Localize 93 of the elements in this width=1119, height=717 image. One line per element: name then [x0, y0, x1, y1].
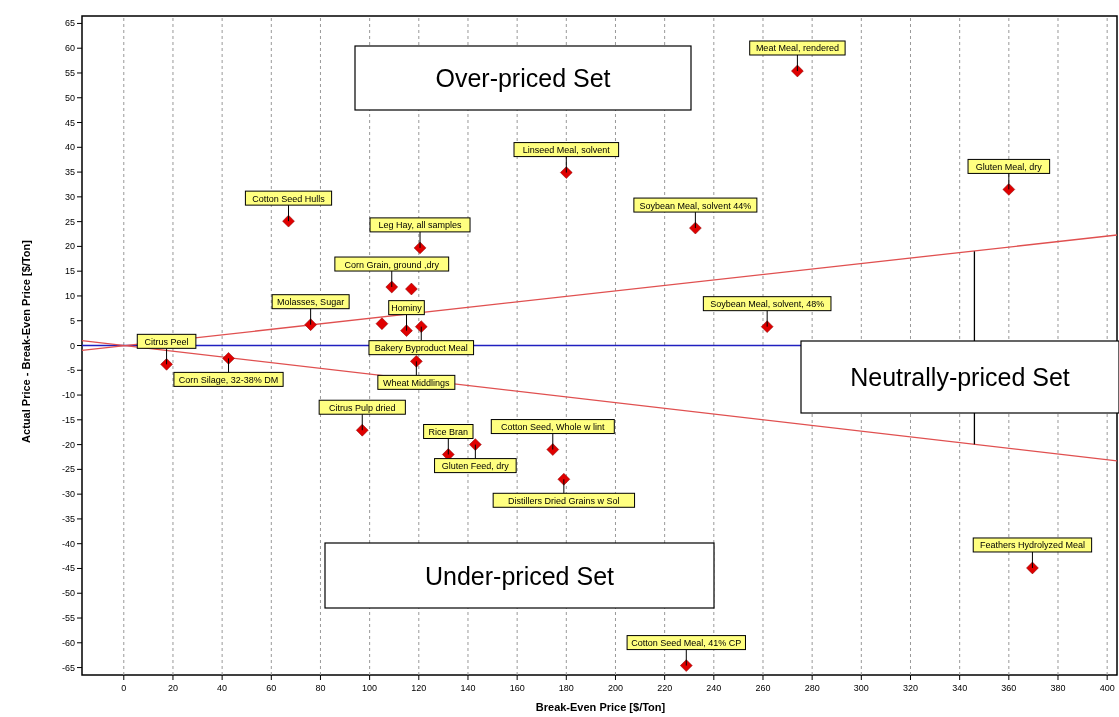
x-tick-label: 20: [167, 683, 178, 693]
y-tick-label: 30: [64, 191, 75, 202]
y-tick-label: -60: [61, 637, 75, 648]
y-tick-label: 50: [64, 92, 75, 103]
annotation: Cotton Seed Meal, 41% CP: [631, 638, 742, 649]
annotation: Gluten Meal, dry: [975, 161, 1043, 172]
annotation: Molasses, Sugar: [277, 297, 345, 308]
point: [1002, 183, 1016, 196]
y-tick-label: -5: [66, 365, 75, 376]
point: [400, 324, 413, 337]
point: [760, 320, 774, 333]
x-tick-label: 160: [509, 683, 525, 693]
y-tick-label: -35: [61, 513, 75, 524]
y-tick-label: -55: [61, 613, 75, 624]
y-tick-label: -65: [61, 662, 75, 673]
x-tick-label: 40: [217, 683, 228, 693]
annotation: Feathers Hydrolyzed Meal: [979, 540, 1085, 551]
point: [160, 358, 173, 371]
x-tick-label: 260: [755, 683, 771, 693]
y-axis-title: Actual Price - Break-Even Price [$/Ton]: [20, 239, 32, 443]
annotation: Corn Grain, ground ,dry: [344, 259, 440, 270]
x-tick-label: 340: [952, 683, 968, 693]
x-tick-label: 300: [853, 683, 869, 693]
y-tick-label: -15: [61, 414, 75, 425]
annotation: Rice Bran: [428, 427, 469, 438]
point: [356, 424, 369, 437]
y-tick-label: 35: [64, 167, 75, 178]
x-tick-label: 120: [411, 683, 427, 693]
y-tick-label: 55: [64, 67, 75, 78]
point: [304, 318, 317, 331]
point: [680, 659, 693, 672]
y-tick-label: -25: [61, 464, 75, 475]
x-tick-label: 180: [558, 683, 574, 693]
x-tick-label: 280: [804, 683, 820, 693]
point: [560, 166, 573, 179]
annotation: Wheat Middlings: [383, 377, 451, 388]
x-tick-label: 200: [607, 683, 623, 693]
annotation: Cotton Seed Hulls: [252, 193, 326, 204]
y-tick-label: -50: [61, 588, 75, 599]
annotation: Soybean Meal, solvent 44%: [639, 200, 752, 211]
annotation: Corn Silage, 32-38% DM: [178, 374, 279, 385]
y-tick-label: 5: [69, 315, 75, 326]
point: [791, 64, 804, 78]
y-tick-label: 0: [69, 340, 75, 351]
point: [546, 443, 559, 456]
x-tick-label: 360: [1001, 683, 1017, 693]
annotation: Citrus Peel: [144, 336, 189, 347]
point: [410, 355, 423, 368]
y-tick-label: 15: [64, 266, 75, 277]
x-tick-label: 80: [315, 683, 326, 693]
point: [222, 352, 235, 365]
annotation: Soybean Meal, solvent, 48%: [710, 299, 825, 310]
point: [385, 280, 398, 294]
annotation: Over-priced Set: [435, 64, 611, 92]
y-tick-label: 45: [64, 117, 75, 128]
y-tick-label: 60: [64, 43, 75, 54]
point: [415, 320, 428, 333]
x-axis-title: Break-Even Price [$/Ton]: [535, 701, 666, 713]
annotation: Gluten Feed, dry: [441, 461, 510, 472]
point: [1026, 561, 1039, 575]
point: [282, 214, 295, 228]
y-tick-label: 25: [64, 216, 75, 227]
y-tick-label: -40: [61, 538, 75, 549]
point: [469, 438, 482, 451]
y-tick-label: -20: [61, 439, 75, 450]
annotation: Bakery Byproduct Meal: [374, 343, 468, 354]
point: [405, 282, 418, 296]
annotation: Cotton Seed, Whole w lint: [501, 422, 606, 433]
x-tick-label: 140: [460, 683, 476, 693]
annotation: Citrus Pulp dried: [329, 402, 396, 413]
point: [689, 221, 702, 235]
x-tick-label: 240: [706, 683, 722, 693]
y-tick-label: 40: [64, 142, 75, 153]
x-tick-label: 380: [1050, 683, 1066, 693]
y-tick-label: -10: [61, 390, 75, 401]
y-tick-label: -45: [61, 563, 75, 574]
y-tick-label: 65: [64, 18, 75, 29]
annotation: Leg Hay, all samples: [378, 220, 462, 231]
y-tick-label: 10: [64, 290, 75, 301]
x-tick-label: 320: [902, 683, 919, 693]
annotation: Distillers Dried Grains w Sol: [508, 495, 620, 506]
point: [375, 317, 389, 330]
y-tick-label: 20: [64, 241, 75, 252]
y-tick-label: -30: [61, 489, 75, 500]
annotation: Linseed Meal, solvent: [522, 145, 611, 156]
annotation: Meat Meal, rendered: [755, 43, 839, 54]
x-tick-label: 400: [1099, 683, 1115, 693]
annotation: Under-priced Set: [425, 561, 615, 590]
x-tick-label: 0: [121, 683, 127, 693]
x-tick-label: 60: [266, 683, 277, 693]
x-tick-label: 220: [657, 683, 673, 693]
annotation: Neutrally-priced Set: [850, 363, 1070, 391]
x-tick-label: 100: [362, 683, 378, 693]
